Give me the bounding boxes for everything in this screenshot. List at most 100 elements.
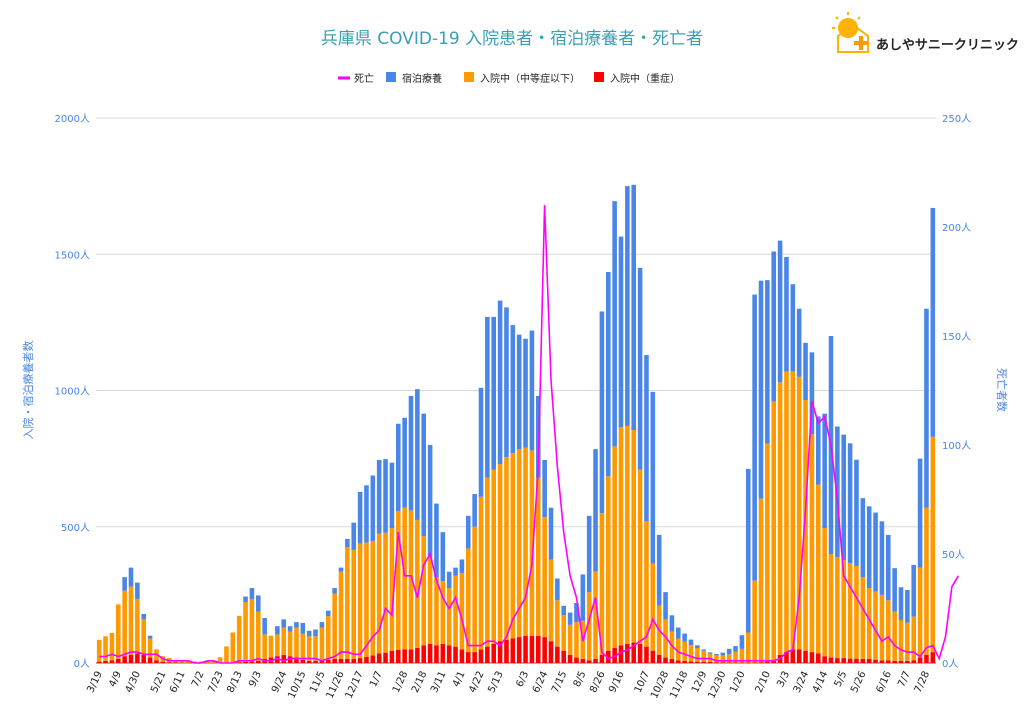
bar-segment bbox=[408, 395, 414, 511]
bar-segment bbox=[555, 646, 560, 663]
bar-segment bbox=[281, 627, 287, 655]
bar-segment bbox=[135, 582, 140, 599]
bar-segment bbox=[141, 613, 147, 620]
bar-segment bbox=[287, 631, 293, 657]
bar-segment bbox=[644, 521, 649, 647]
bar-segment bbox=[548, 507, 554, 560]
y-left-tick: 1000人 bbox=[55, 386, 90, 398]
bar-segment bbox=[402, 417, 407, 508]
bar-segment bbox=[745, 632, 751, 663]
y-left-tick: 500人 bbox=[61, 522, 90, 534]
bar-segment bbox=[421, 413, 427, 537]
bar-segment bbox=[255, 611, 261, 661]
bar-segment bbox=[465, 548, 471, 653]
bar-segment bbox=[701, 649, 707, 651]
bar-segment bbox=[866, 506, 872, 589]
bar-segment bbox=[408, 649, 414, 663]
x-tick-label: 12/9 bbox=[690, 670, 709, 695]
bar-segment bbox=[434, 577, 439, 646]
house-icon bbox=[837, 23, 869, 53]
gridlines bbox=[96, 117, 936, 664]
bar-segment bbox=[720, 655, 726, 663]
bar-segment bbox=[516, 637, 522, 663]
bar-segment bbox=[854, 565, 859, 659]
bar-segment bbox=[841, 559, 847, 659]
bar-segment bbox=[548, 641, 554, 663]
bar-segment bbox=[815, 416, 821, 485]
bar-segment bbox=[338, 658, 344, 663]
bar-segment bbox=[815, 653, 821, 663]
bar-segment bbox=[561, 650, 567, 663]
bar-segment bbox=[332, 658, 337, 663]
bar-segment bbox=[656, 534, 662, 606]
bar-segment bbox=[395, 510, 401, 650]
bar-segment bbox=[294, 657, 299, 663]
bar-segment bbox=[650, 563, 656, 651]
x-tick-label: 3/3 bbox=[775, 670, 792, 689]
x-tick-label: 7/23 bbox=[206, 670, 225, 695]
bar-segment bbox=[122, 590, 127, 657]
bar-segment bbox=[669, 615, 675, 632]
x-tick-label: 7/2 bbox=[190, 670, 207, 689]
bar-segment bbox=[599, 311, 605, 514]
bar-segment bbox=[605, 650, 611, 663]
bar-segment bbox=[275, 626, 280, 635]
bar-segment bbox=[389, 528, 395, 651]
bar-segment bbox=[733, 662, 738, 663]
bar-segment bbox=[631, 184, 637, 431]
bar-segment bbox=[885, 660, 891, 663]
bar-segment bbox=[745, 662, 751, 663]
bar-segment bbox=[917, 657, 923, 663]
y-axis-left: 0人 500人 1000人 1500人 2000人 bbox=[55, 113, 90, 670]
bar-segment bbox=[128, 586, 134, 655]
x-tick-label: 6/11 bbox=[168, 670, 187, 695]
bar-segment bbox=[663, 657, 668, 663]
bar-segment bbox=[828, 554, 834, 658]
bar-segment bbox=[287, 626, 293, 632]
x-tick-label: 6/24 bbox=[531, 670, 550, 695]
bar-segment bbox=[485, 646, 490, 663]
bar-segment bbox=[612, 201, 617, 447]
bar-segment bbox=[211, 661, 217, 663]
bar-segment bbox=[695, 648, 700, 662]
bar-segment bbox=[491, 643, 497, 663]
bar-segment bbox=[866, 588, 872, 659]
bar-segment bbox=[135, 653, 140, 663]
bar-segment bbox=[535, 635, 541, 663]
bar-segment bbox=[924, 507, 929, 655]
bar-segment bbox=[726, 648, 732, 655]
bar-segment bbox=[300, 659, 306, 663]
bar-segment bbox=[930, 652, 936, 663]
bars bbox=[96, 184, 936, 663]
bar-segment bbox=[389, 650, 395, 663]
bar-segment bbox=[822, 656, 827, 663]
bar-segment bbox=[873, 512, 878, 592]
bar-segment bbox=[243, 661, 248, 663]
bar-segment bbox=[154, 660, 159, 663]
bar-segment bbox=[752, 580, 757, 663]
bar-segment bbox=[249, 661, 255, 663]
bar-segment bbox=[790, 649, 796, 663]
bar-segment bbox=[675, 660, 681, 663]
bar-segment bbox=[376, 653, 382, 663]
bar-segment bbox=[376, 459, 382, 534]
bar-segment bbox=[854, 459, 859, 566]
bar-segment bbox=[924, 308, 929, 508]
legend-swatch bbox=[464, 72, 474, 82]
bar-segment bbox=[898, 660, 904, 663]
bar-segment bbox=[586, 515, 592, 593]
bar-segment bbox=[345, 658, 350, 663]
bar-segment bbox=[637, 469, 643, 644]
legend-swatch bbox=[386, 72, 396, 82]
bar-segment bbox=[733, 646, 738, 652]
bar-segment bbox=[924, 654, 929, 663]
bar-segment bbox=[930, 207, 936, 437]
bar-segment bbox=[402, 649, 407, 663]
bar-segment bbox=[885, 600, 891, 661]
sun-rays bbox=[832, 12, 861, 29]
bar-segment bbox=[434, 503, 439, 578]
bar-segment bbox=[345, 547, 350, 659]
bar-segment bbox=[803, 342, 808, 401]
x-tick-label: 4/9 bbox=[107, 670, 124, 689]
bar-segment bbox=[879, 660, 885, 663]
